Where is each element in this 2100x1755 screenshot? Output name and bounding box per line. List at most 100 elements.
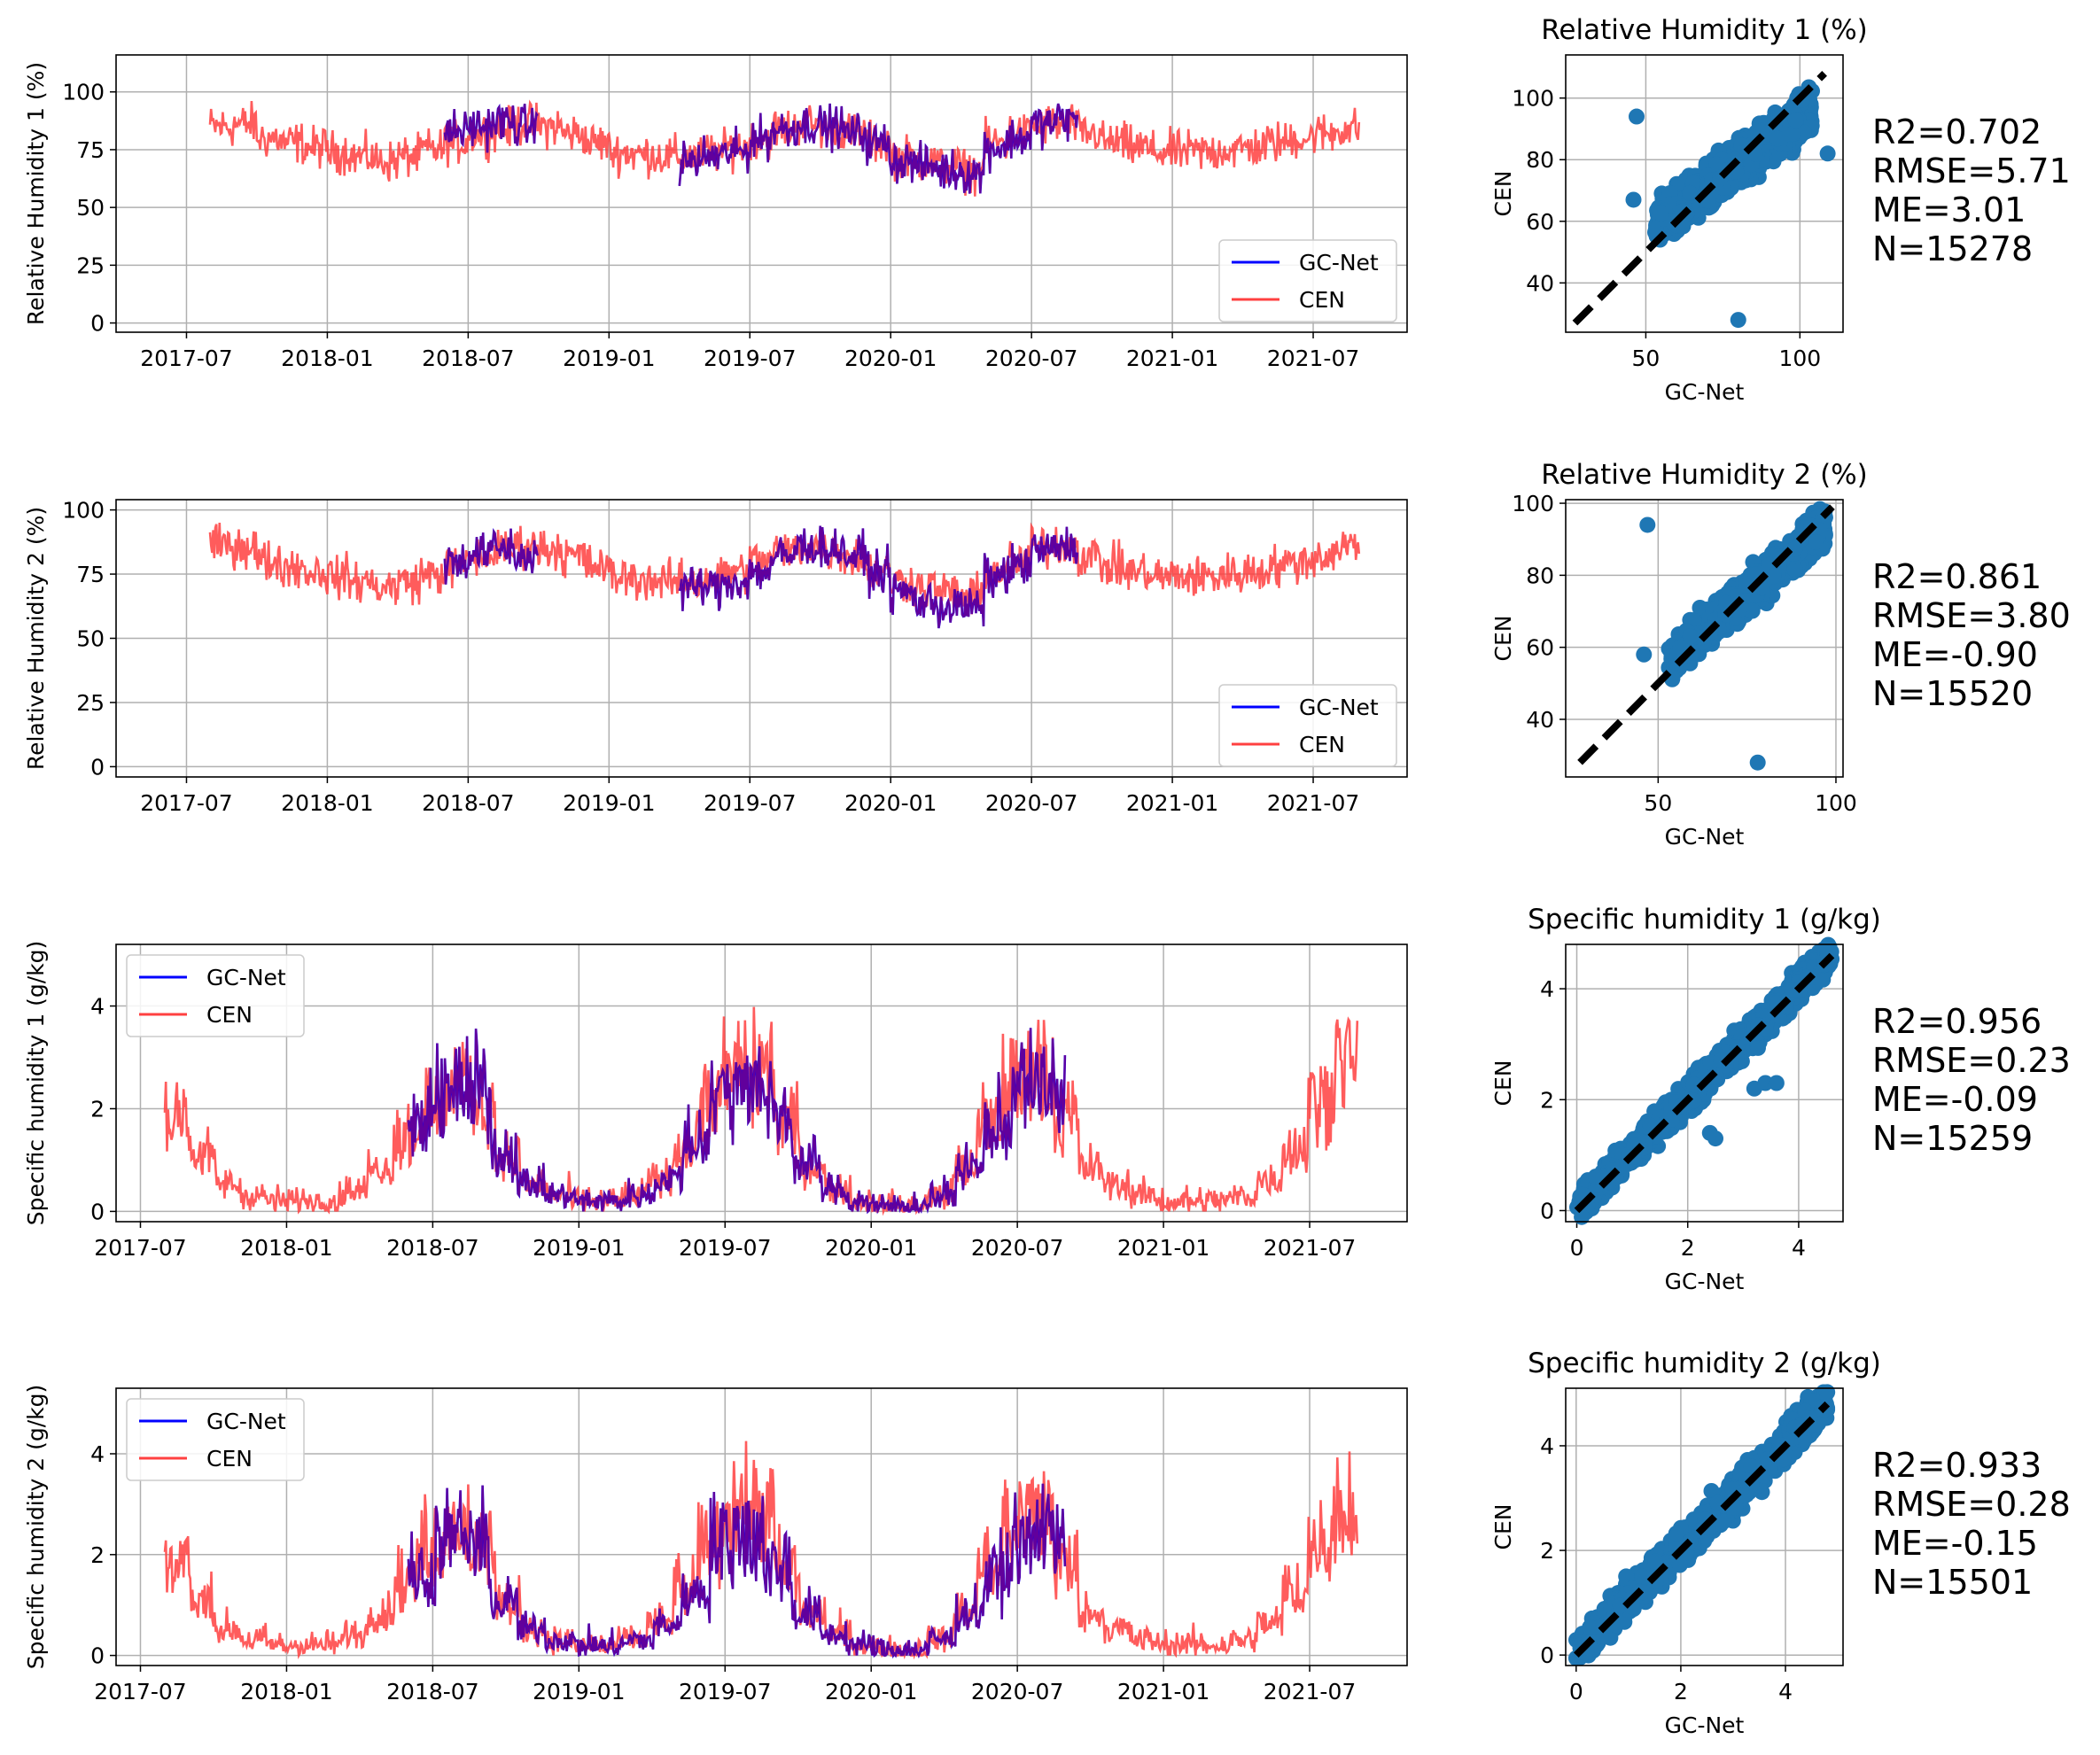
y-axis-label: CEN bbox=[1490, 616, 1516, 662]
y-tick-label: 0 bbox=[90, 1199, 105, 1224]
scatter-point bbox=[1653, 205, 1669, 221]
legend-label-cen: CEN bbox=[1299, 732, 1345, 757]
scatter-point bbox=[1682, 628, 1699, 645]
x-tick-label: 2018-01 bbox=[281, 346, 373, 371]
y-tick-label: 2 bbox=[90, 1096, 105, 1122]
stat-n: N=15278 bbox=[1872, 229, 2033, 268]
x-tick-label: 2020-01 bbox=[825, 1235, 917, 1261]
legend-label-cen: CEN bbox=[206, 1446, 253, 1472]
x-axis-label: GC-Net bbox=[1665, 1269, 1745, 1294]
stat-n: N=15259 bbox=[1872, 1119, 2033, 1158]
scatter-point bbox=[1671, 1557, 1688, 1573]
legend-label-cen: CEN bbox=[206, 1002, 253, 1028]
x-tick-label: 2018-07 bbox=[422, 346, 514, 371]
series-overlap bbox=[407, 1483, 1066, 1658]
y-tick-label: 2 bbox=[90, 1542, 105, 1568]
x-tick-label: 50 bbox=[1644, 790, 1672, 816]
x-tick-label: 2019-07 bbox=[679, 1679, 771, 1705]
y-tick-label: 100 bbox=[62, 80, 105, 105]
x-tick-label: 2021-07 bbox=[1264, 1235, 1356, 1261]
one-to-one-line bbox=[1572, 71, 1827, 326]
x-tick-label: 2021-07 bbox=[1267, 790, 1359, 816]
x-tick-label: 0 bbox=[1569, 1679, 1583, 1705]
x-axis-label: GC-Net bbox=[1665, 379, 1745, 405]
plot-frame bbox=[115, 944, 1408, 1223]
legend-label-gc-net: GC-Net bbox=[1299, 250, 1379, 276]
scatter-point bbox=[1634, 1568, 1651, 1585]
timeseries-panel-4: 0 2 4 2017-07 2018-01 2018-07 2019-01 2019-07 20… bbox=[23, 1385, 1408, 1705]
y-tick-label: 25 bbox=[76, 252, 105, 278]
scatter-point bbox=[1738, 1486, 1754, 1503]
scatter-title: Specific humidity 2 (g/kg) bbox=[1528, 1347, 1881, 1379]
y-tick-label: 60 bbox=[1526, 635, 1554, 661]
scatter-point bbox=[1785, 126, 1801, 143]
legend-label-gc-net: GC-Net bbox=[1299, 695, 1379, 720]
one-to-one-line bbox=[1577, 504, 1835, 765]
x-tick-label: 2019-01 bbox=[533, 1679, 625, 1705]
x-tick-label: 100 bbox=[1778, 346, 1821, 371]
y-tick-label: 100 bbox=[1512, 86, 1554, 112]
x-tick-label: 2018-01 bbox=[281, 790, 373, 816]
x-tick-label: 2020-01 bbox=[825, 1679, 917, 1705]
scatter-point-outlier bbox=[1749, 754, 1766, 771]
x-tick-label: 2021-01 bbox=[1117, 1235, 1209, 1261]
x-tick-label: 2019-07 bbox=[704, 346, 796, 371]
x-tick-label: 2019-07 bbox=[679, 1235, 771, 1261]
x-tick-label: 2020-07 bbox=[971, 1235, 1063, 1261]
scatter-point-outlier bbox=[1636, 646, 1653, 663]
y-tick-label: 4 bbox=[1540, 1433, 1554, 1459]
y-tick-label: 50 bbox=[76, 626, 105, 652]
scatter-point-outlier bbox=[1639, 516, 1656, 533]
y-tick-label: 0 bbox=[90, 311, 105, 337]
scatter-points bbox=[1636, 501, 1833, 771]
scatter-point bbox=[1765, 568, 1782, 585]
timeseries-panel-2: 0 25 50 75 100 2017-07 2018-01 2018-07 2019-01 20… bbox=[23, 498, 1408, 816]
one-to-one-line bbox=[1574, 952, 1835, 1214]
scatter-point bbox=[1588, 1169, 1605, 1185]
x-tick-label: 2019-01 bbox=[563, 790, 655, 816]
x-tick-label: 2020-07 bbox=[971, 1679, 1063, 1705]
x-tick-label: 100 bbox=[1815, 790, 1857, 816]
scatter-point bbox=[1796, 1432, 1813, 1448]
scatter-point bbox=[1582, 1619, 1598, 1635]
x-tick-label: 2017-07 bbox=[140, 790, 232, 816]
x-tick-label: 2020-07 bbox=[985, 790, 1077, 816]
y-tick-label: 75 bbox=[76, 137, 105, 163]
y-tick-label: 80 bbox=[1526, 563, 1554, 588]
scatter-point bbox=[1744, 602, 1761, 619]
scatter-title: Relative Humidity 2 (%) bbox=[1541, 459, 1868, 491]
legend-label-cen: CEN bbox=[1299, 287, 1345, 313]
scatter-point bbox=[1743, 1458, 1760, 1475]
x-tick-label: 2017-07 bbox=[140, 346, 232, 371]
x-tick-label: 2021-01 bbox=[1126, 346, 1218, 371]
scatter-points bbox=[1625, 79, 1836, 329]
scatter-point bbox=[1787, 112, 1804, 128]
scatter-point bbox=[1647, 1553, 1663, 1570]
y-tick-label: 4 bbox=[90, 1441, 105, 1467]
y-tick-label: 2 bbox=[1540, 1087, 1554, 1113]
plot-frame bbox=[1565, 1387, 1844, 1666]
x-tick-label: 2018-07 bbox=[422, 790, 514, 816]
stat-rmse: RMSE=0.28 bbox=[1872, 1485, 2071, 1524]
stat-me: ME=-0.15 bbox=[1872, 1524, 2038, 1563]
x-tick-label: 2 bbox=[1681, 1235, 1695, 1261]
x-tick-label: 2021-07 bbox=[1267, 346, 1359, 371]
plot-frame bbox=[115, 54, 1408, 333]
stat-r2: R2=0.933 bbox=[1872, 1446, 2042, 1485]
x-tick-label: 2017-07 bbox=[94, 1235, 186, 1261]
scatter-title: Specific humidity 1 (g/kg) bbox=[1528, 904, 1881, 936]
stat-me: ME=-0.09 bbox=[1872, 1080, 2038, 1119]
legend: GC-Net CEN bbox=[126, 954, 305, 1037]
legend-label-gc-net: GC-Net bbox=[206, 965, 286, 990]
scatter-point-outlier bbox=[1819, 145, 1836, 162]
scatter-point-outlier bbox=[1757, 1075, 1774, 1091]
legend-box bbox=[1218, 684, 1397, 767]
legend-box bbox=[126, 954, 305, 1037]
scatter-point bbox=[1808, 533, 1824, 550]
x-tick-label: 50 bbox=[1632, 346, 1661, 371]
y-tick-label: 0 bbox=[90, 1643, 105, 1669]
